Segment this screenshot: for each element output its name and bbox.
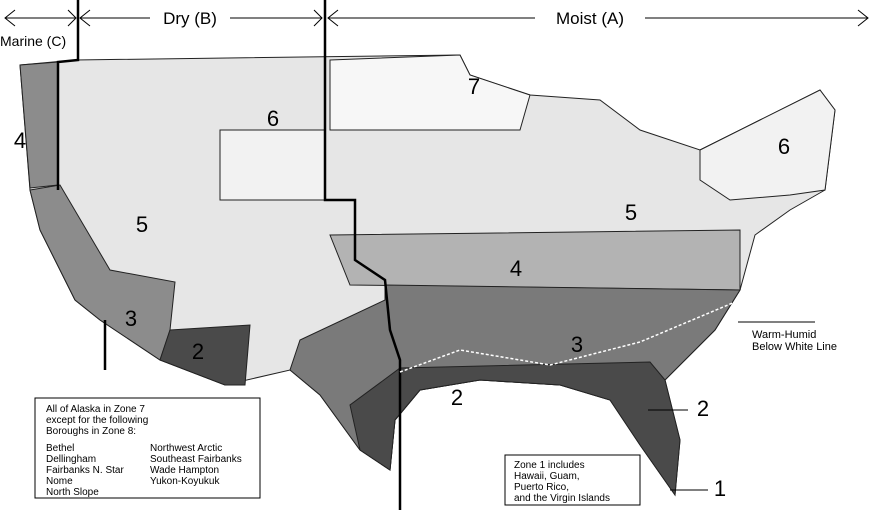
warm-humid-line [399, 301, 736, 373]
zone-4-east-region [329, 229, 741, 291]
borough: Yukon-Koyukuk [150, 476, 220, 487]
borough: Northwest Arctic [150, 443, 222, 454]
borough: Wade Hampton [150, 465, 219, 476]
zone-label: 5 [625, 200, 637, 225]
marine-label: Marine (C) [0, 33, 66, 49]
note-line: except for the following [46, 415, 148, 426]
alaska-note-box [34, 397, 261, 499]
borough: Fairbanks N. Star [46, 465, 124, 476]
zone-label: 4 [14, 128, 26, 153]
warm-humid-label: Warm-Humid [752, 329, 816, 341]
zone-6-ne-region [699, 89, 836, 201]
header-arrows [4, 9, 869, 27]
zone-label: 3 [125, 306, 137, 331]
marine-dry-border [56, 0, 80, 190]
zone-label: 5 [136, 212, 148, 237]
note-line: All of Alaska in Zone 7 [46, 404, 145, 415]
zone-label: 2 [192, 339, 204, 364]
borough: Southeast Fairbanks [150, 454, 242, 465]
zone-2-az-region [159, 324, 251, 386]
note-line: Boroughs in Zone 8: [46, 426, 136, 437]
zone-label: 6 [778, 134, 790, 159]
borough: Dellingham [46, 454, 96, 465]
zone-label: 1 [714, 476, 726, 501]
zone-7-region [329, 54, 531, 131]
borough: North Slope [46, 487, 99, 498]
zone-2-gulf-region [349, 361, 681, 497]
zone-label: 3 [571, 332, 583, 357]
zone-label: 6 [267, 106, 279, 131]
warm-humid-label: Below White Line [752, 341, 837, 353]
note-line: Puerto Rico, [514, 482, 569, 493]
moist-label: Moist (A) [556, 9, 624, 28]
dry-moist-border [323, 0, 402, 510]
borough: Bethel [46, 443, 74, 454]
alaska-note: All of Alaska in Zone 7 except for the f… [46, 404, 242, 498]
dry-label: Dry (B) [163, 9, 217, 28]
zone-label: 2 [697, 396, 709, 421]
note-line: and the Virgin Islands [514, 493, 610, 504]
zone-label: 4 [510, 256, 522, 281]
zone-6-west-region [219, 129, 326, 201]
zone1-note-box [504, 454, 641, 506]
note-line: Hawaii, Guam, [514, 471, 580, 482]
zone-label: 7 [468, 74, 480, 99]
zone-4-marine-region [19, 61, 59, 189]
note-line: Zone 1 includes [514, 460, 585, 471]
zone-label: 2 [451, 385, 463, 410]
borough: Nome [46, 476, 73, 487]
